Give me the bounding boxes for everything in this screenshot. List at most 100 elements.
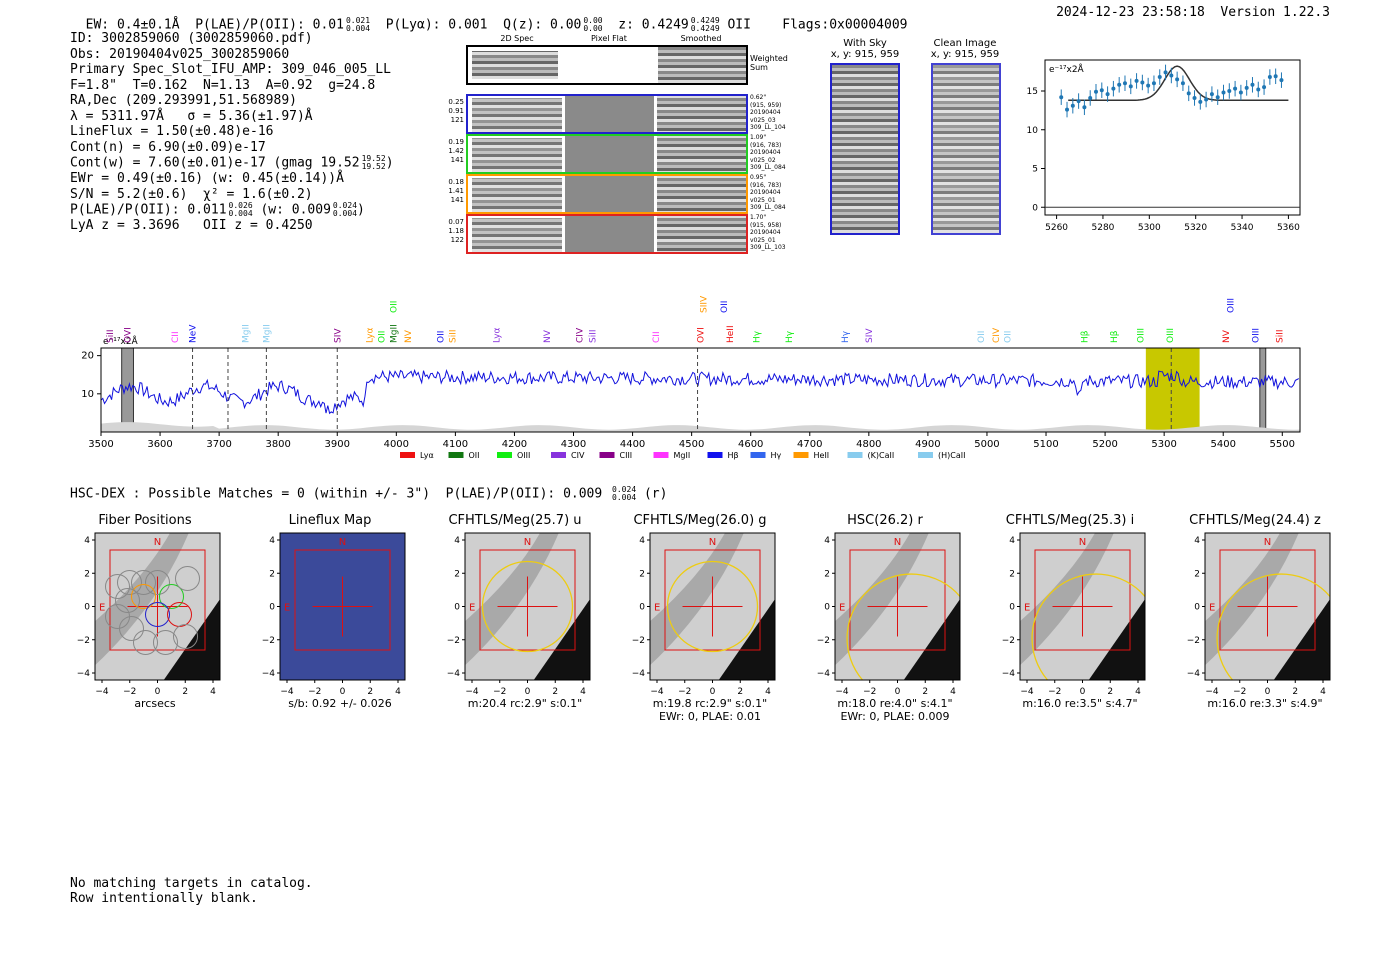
fit-data-point — [1151, 81, 1156, 86]
legend-swatch — [750, 452, 766, 458]
stamp-ytick-label: 4 — [84, 536, 90, 546]
fiber-circle — [175, 566, 200, 591]
stamp-title: CFHTLS/Meg(24.4) z — [1189, 513, 1321, 528]
stamp-caption: m:16.0 re:3.5" s:4.7" — [1022, 697, 1138, 710]
stamp-xtick-label: 0 — [1080, 687, 1086, 697]
spec-xtick-label: 3500 — [88, 439, 113, 450]
ellipse-aperture — [1216, 573, 1331, 681]
spectral-line-label: SiII — [448, 329, 458, 343]
row-meta: 1.70" — [750, 214, 767, 221]
legend-swatch — [400, 452, 415, 458]
stamp-ytick-label: 2 — [269, 569, 275, 579]
info-lya-z: LyA z = 3.3696 OII z = 0.4250 — [70, 218, 313, 233]
svg-text:SiII: SiII — [106, 329, 116, 343]
legend-entry: MgII — [653, 451, 690, 460]
spectral-line-label: SiII — [588, 329, 598, 343]
row-meta: v025_02 — [750, 156, 776, 164]
stamp-xtick-label: 4 — [950, 687, 956, 697]
full-spectrum-plot: e⁻¹⁷x2Å 10 20 3500 3600 3700 3800 3900 4000 4100 4… — [81, 295, 1301, 460]
spec-xtick-label: 4100 — [443, 439, 468, 450]
spec-xtick-label: 4800 — [856, 439, 881, 450]
cutout-row-meta: 1.70" (915, 958) 20190404 v025_01 309_LL_103 — [750, 214, 795, 252]
row-stat: 122 — [450, 236, 464, 244]
legend-label: Lyα — [420, 451, 434, 460]
spectral-line-label: CIV — [992, 327, 1002, 343]
spec-xtick-label: 4600 — [738, 439, 763, 450]
fit-data-point — [1157, 75, 1162, 80]
fiber-circle — [145, 570, 170, 595]
stamp-xtick-label: 4 — [765, 687, 771, 697]
header-z: z: 0.4249 — [618, 17, 689, 33]
compass-n: N — [339, 537, 346, 548]
spectral-line-label-upper: OIII — [1226, 298, 1236, 313]
row-meta: (916, 783) — [750, 181, 782, 189]
fit-data-point — [1209, 92, 1214, 97]
stamp-caption: m:19.8 rc:2.9" s:0.1" — [652, 697, 768, 710]
spectral-line-label: OII — [1004, 331, 1014, 343]
fiber-circle — [173, 624, 198, 649]
row-meta: (915, 959) — [750, 101, 782, 109]
spec-xtick-label: 4000 — [384, 439, 409, 450]
stamp-ytick-label: 0 — [269, 603, 275, 613]
row-pixelflat — [565, 136, 654, 172]
compass-e: E — [284, 603, 290, 614]
svg-text:SiII: SiII — [588, 329, 598, 343]
stamp-ytick-label: 4 — [824, 536, 830, 546]
spectral-line-label: OIII — [1252, 328, 1262, 343]
spectral-line-label: SIV — [865, 328, 875, 343]
spec-xtick-label: 5500 — [1270, 439, 1295, 450]
cutout-col-pixelflat: Pixel Flat — [591, 34, 627, 43]
stamp-ytick-label: −2 — [632, 636, 645, 646]
stamp-ytick-label: −4 — [1187, 669, 1201, 679]
spec-ytick-label: 10 — [81, 389, 94, 400]
header-version: 2024-12-23 23:58:18 Version 1.22.3 — [1056, 5, 1330, 20]
legend-label: OII — [469, 451, 480, 460]
with-sky-image — [830, 63, 900, 235]
stamp-xtick-label: −2 — [123, 687, 136, 697]
spec-xtick-label: 5200 — [1092, 439, 1117, 450]
cutout-row-3 — [466, 174, 748, 214]
row-meta: 20190404 — [750, 149, 781, 156]
row-meta: 1.09" — [750, 134, 767, 141]
spectrum-ylabel: e⁻¹⁷x2Å — [103, 335, 139, 347]
row-smoothed — [657, 136, 746, 172]
stamp-title: HSC(26.2) r — [847, 513, 923, 528]
stamp-ytick-label: −2 — [1002, 636, 1015, 646]
fiber-circle — [105, 574, 130, 599]
legend-entry: (K)CaII — [847, 451, 894, 460]
stamp-ytick-label: −2 — [447, 636, 460, 646]
with-sky-xy: x, y: 915, 959 — [830, 49, 900, 60]
row-stat: 141 — [450, 196, 464, 204]
fit-data-point — [1122, 81, 1127, 86]
spectral-line-label: HeII — [726, 325, 736, 343]
with-sky-title: With Sky x, y: 915, 959 — [820, 38, 910, 60]
spectral-line-label: Hγ — [753, 330, 763, 343]
legend-entry: HeII — [793, 451, 829, 460]
row-2dspec — [472, 98, 562, 132]
spec-xtick-label: 4700 — [797, 439, 822, 450]
svg-text:Hγ: Hγ — [841, 330, 851, 343]
stamp-ytick-label: 0 — [1194, 603, 1200, 613]
spectral-line-label: Lyα — [366, 327, 376, 343]
fiber-circle — [153, 630, 178, 655]
stamp-ytick-label: 0 — [454, 603, 460, 613]
fit-data-point — [1169, 73, 1174, 78]
svg-text:NV: NV — [543, 329, 553, 343]
compass-e: E — [1209, 603, 1215, 614]
row-meta: 309_LL_084 — [750, 204, 786, 211]
aperture-box — [1034, 549, 1131, 651]
stamp-xtick-label: 2 — [552, 687, 558, 697]
spec-xtick-label: 3700 — [206, 439, 231, 450]
fit-data-point — [1082, 105, 1087, 110]
spectral-line-label-upper: OII — [720, 301, 730, 313]
spectral-line-label: NV — [543, 329, 553, 343]
stamp-xtick-label: 0 — [710, 687, 716, 697]
spectral-line-label: Hβ — [1110, 330, 1120, 343]
info-slot: Primary Spec_Slot_IFU_AMP: 309_046_005_L… — [70, 62, 391, 77]
info-id: ID: 3002859060 (3002859060.pdf) — [70, 31, 313, 46]
fiber-circle — [133, 630, 158, 655]
aperture-box — [1219, 549, 1316, 651]
row-meta: 309_LL_104 — [750, 124, 786, 131]
header-z-frac: 0.4249 0.4249 — [690, 16, 720, 33]
fit-data-point — [1180, 81, 1185, 86]
